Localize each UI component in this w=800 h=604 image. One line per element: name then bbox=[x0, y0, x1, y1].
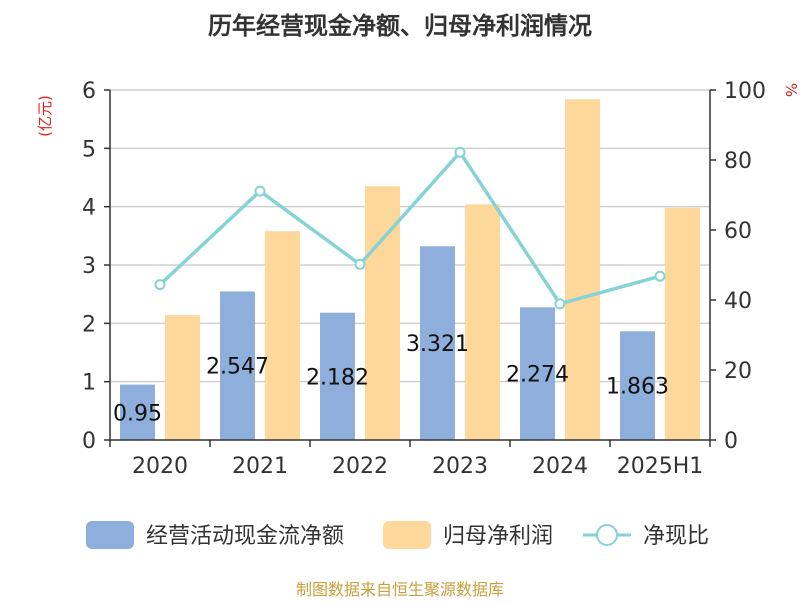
bar-net-profit bbox=[565, 99, 600, 440]
bar-net-profit bbox=[665, 207, 700, 440]
legend: 经营活动现金流净额 归母净利润 净现比 bbox=[86, 521, 709, 549]
bar-cash-flow bbox=[220, 291, 255, 440]
y-right-tick-label: 80 bbox=[724, 149, 752, 174]
y-left-tick-label: 1 bbox=[82, 371, 96, 396]
legend-label-net-profit: 归母净利润 bbox=[443, 524, 553, 549]
bar-cash-flow bbox=[520, 307, 555, 440]
bar-data-label: 2.547 bbox=[206, 355, 269, 380]
line-point bbox=[154, 279, 166, 291]
line-layer bbox=[154, 146, 666, 310]
x-tick-label: 2022 bbox=[332, 454, 388, 479]
bar-cash-flow bbox=[120, 384, 155, 440]
axes-layer bbox=[104, 89, 716, 447]
x-tick-label: 2023 bbox=[432, 454, 488, 479]
y-right-axis-label: % bbox=[782, 83, 800, 97]
y-left-tick-label: 6 bbox=[82, 79, 96, 104]
line-point bbox=[554, 298, 566, 310]
bar-net-profit bbox=[465, 204, 500, 440]
y-right-tick-label: 0 bbox=[724, 429, 738, 454]
line-point bbox=[254, 185, 266, 197]
labels-layer: 01234560204060801000.9520202.54720212.18… bbox=[82, 79, 766, 479]
y-left-axis-label: (亿元) bbox=[36, 95, 54, 137]
y-left-tick-label: 4 bbox=[82, 196, 96, 221]
y-right-tick-label: 40 bbox=[724, 289, 752, 314]
line-point bbox=[654, 270, 666, 282]
line-point bbox=[454, 146, 466, 158]
bar-data-label: 2.182 bbox=[306, 365, 369, 390]
legend-swatch-net-profit bbox=[383, 521, 431, 549]
legend-label-cash-flow: 经营活动现金流净额 bbox=[146, 524, 344, 549]
legend-label-ratio: 净现比 bbox=[643, 524, 709, 549]
x-tick-label: 2021 bbox=[232, 454, 288, 479]
y-left-tick-label: 5 bbox=[82, 137, 96, 162]
bar-data-label: 2.274 bbox=[506, 363, 569, 388]
chart-title: 历年经营现金净额、归母净利润情况 bbox=[208, 12, 592, 40]
legend-marker-ratio bbox=[596, 524, 618, 546]
bars-layer bbox=[120, 99, 700, 440]
y-left-tick-label: 2 bbox=[82, 312, 96, 337]
bar-cash-flow bbox=[420, 246, 455, 440]
bar-net-profit bbox=[265, 231, 300, 440]
line-point bbox=[354, 258, 366, 270]
bar-data-label: 1.863 bbox=[606, 375, 669, 400]
line-ratio bbox=[158, 149, 661, 306]
x-tick-label: 2024 bbox=[532, 454, 588, 479]
bar-cash-flow bbox=[320, 312, 355, 440]
bar-cash-flow bbox=[620, 331, 655, 440]
bar-data-label: 3.321 bbox=[406, 332, 469, 357]
y-right-tick-label: 60 bbox=[724, 219, 752, 244]
bar-data-label: 0.95 bbox=[113, 401, 162, 426]
y-left-tick-label: 3 bbox=[82, 254, 96, 279]
y-right-tick-label: 20 bbox=[724, 359, 752, 384]
grid-layer bbox=[110, 89, 710, 383]
y-right-tick-label: 100 bbox=[724, 79, 766, 104]
bar-net-profit bbox=[165, 315, 200, 440]
x-tick-label: 2020 bbox=[132, 454, 188, 479]
source-note: 制图数据来自恒生聚源数据库 bbox=[296, 580, 504, 599]
y-left-tick-label: 0 bbox=[82, 429, 96, 454]
legend-swatch-cash-flow bbox=[86, 521, 134, 549]
x-tick-label: 2025H1 bbox=[617, 454, 704, 479]
